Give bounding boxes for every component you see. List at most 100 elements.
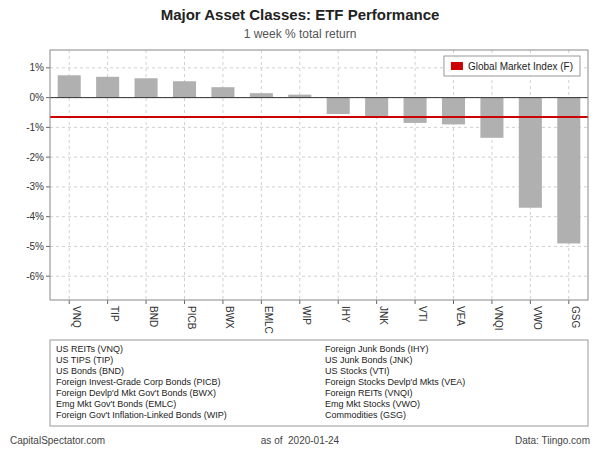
bar — [519, 98, 542, 208]
category-label: BWX — [224, 306, 235, 329]
tick-mark — [415, 300, 416, 304]
grid-line — [50, 127, 588, 128]
tick-mark — [46, 246, 50, 247]
category-label: VNQI — [493, 306, 504, 330]
tick-label: -1% — [26, 122, 44, 133]
grid — [50, 50, 588, 300]
tick-mark — [146, 300, 147, 304]
footer-text: Data: Tiingo.com — [515, 435, 590, 446]
x-axis: VNQTIPBNDPICBBWXEMLCWIPIHYJNKVTIVEAVNQIV… — [69, 300, 581, 334]
grid-line — [50, 246, 588, 247]
tick-label: -6% — [26, 271, 44, 282]
title: Major Asset Classes: ETF Performance — [161, 6, 440, 23]
category-label: VWO — [532, 306, 543, 330]
tick-label: -2% — [26, 152, 44, 163]
key-text: Commodities (GSG) — [325, 410, 406, 420]
tick-mark — [46, 276, 50, 277]
tick-label: 0% — [30, 92, 45, 103]
grid-line — [50, 97, 588, 98]
bar — [404, 98, 427, 123]
tick-label: -4% — [26, 211, 44, 222]
grid-line — [299, 50, 300, 300]
bar — [173, 81, 196, 97]
subtitle: 1 week % total return — [244, 27, 357, 41]
background — [0, 0, 600, 450]
legend-label: Global Market Index (F) — [468, 61, 573, 72]
tick-mark — [338, 300, 339, 304]
category-label: VEA — [455, 306, 466, 326]
category-label: VNQ — [71, 306, 82, 328]
footer-text: as of 2020-01-24 — [261, 435, 340, 446]
tick-mark — [376, 300, 377, 304]
key-text: Foreign Gov't Inflation-Linked Bonds (WI… — [56, 410, 227, 420]
key-text: Emg Mkt Stocks (VWO) — [325, 399, 420, 409]
zero-line — [50, 97, 588, 98]
grid-line — [50, 276, 588, 277]
bar — [58, 75, 81, 97]
key-text: Emg Mkt Gov't Bonds (EMLC) — [56, 399, 176, 409]
category-label: IHY — [340, 306, 351, 323]
bar — [135, 78, 158, 97]
key-text: US REITs (VNQ) — [56, 344, 123, 354]
reference-line — [50, 116, 588, 118]
y-axis: -6%-5%-4%-3%-2%-1%0%1% — [26, 62, 50, 281]
key-text: US Junk Bonds (JNK) — [325, 355, 413, 365]
tick-mark — [222, 300, 223, 304]
tick-mark — [69, 300, 70, 304]
bar — [211, 87, 234, 97]
key-text: Foreign REITs (VNQI) — [325, 388, 413, 398]
category-label: EMLC — [263, 306, 274, 334]
key-text: Foreign Devlp'd Mkt Gov't Bonds (BWX) — [56, 388, 216, 398]
grid-line — [491, 50, 492, 300]
category-label: BND — [148, 306, 159, 327]
tick-mark — [299, 300, 300, 304]
key-text: Foreign Junk Bonds (IHY) — [325, 344, 429, 354]
bar — [365, 98, 388, 117]
category-label: GSG — [570, 306, 581, 328]
bar — [250, 93, 273, 97]
plot-area — [50, 75, 588, 243]
category-label: WIP — [301, 306, 312, 325]
grid-line — [338, 50, 339, 300]
bar — [96, 77, 119, 98]
key-text: US Bonds (BND) — [56, 366, 124, 376]
legend-box — [444, 56, 580, 76]
tick-mark — [46, 157, 50, 158]
key-text: Foreign Invest-Grade Corp Bonds (PICB) — [56, 377, 221, 387]
grid-line — [453, 50, 454, 300]
tick-mark — [530, 300, 531, 304]
plot-frame — [50, 50, 588, 300]
legend-swatch — [451, 62, 463, 70]
tick-mark — [261, 300, 262, 304]
tick-mark — [46, 186, 50, 187]
category-label: PICB — [186, 306, 197, 330]
tick-mark — [46, 97, 50, 98]
tick-mark — [184, 300, 185, 304]
grid-line — [261, 50, 262, 300]
tick-mark — [491, 300, 492, 304]
tick-mark — [46, 127, 50, 128]
grid-line — [50, 186, 588, 187]
key-text: US TIPS (TIP) — [56, 355, 113, 365]
grid-line — [415, 50, 416, 300]
tick-mark — [107, 300, 108, 304]
bar — [557, 98, 580, 244]
tick-label: 1% — [30, 62, 45, 73]
grid-line — [50, 157, 588, 158]
tick-mark — [46, 216, 50, 217]
tick-mark — [568, 300, 569, 304]
grid-line — [376, 50, 377, 300]
tick-mark — [46, 67, 50, 68]
chart: Major Asset Classes: ETF Performance 1 we… — [0, 0, 600, 450]
footer-text: CapitalSpectator.com — [10, 435, 105, 446]
bar — [327, 98, 350, 114]
footer: CapitalSpectator.com as of 2020-01-24 Data… — [10, 435, 590, 446]
key-table: US REITs (VNQ)Foreign Junk Bonds (IHY)US… — [50, 340, 588, 426]
key-text: Foreign Stocks Devlp'd Mkts (VEA) — [325, 377, 465, 387]
category-label: TIP — [109, 306, 120, 322]
tick-label: -5% — [26, 241, 44, 252]
category-label: JNK — [378, 306, 389, 325]
key-box — [50, 340, 588, 426]
tick-mark — [453, 300, 454, 304]
legend: Global Market Index (F) — [444, 56, 580, 76]
